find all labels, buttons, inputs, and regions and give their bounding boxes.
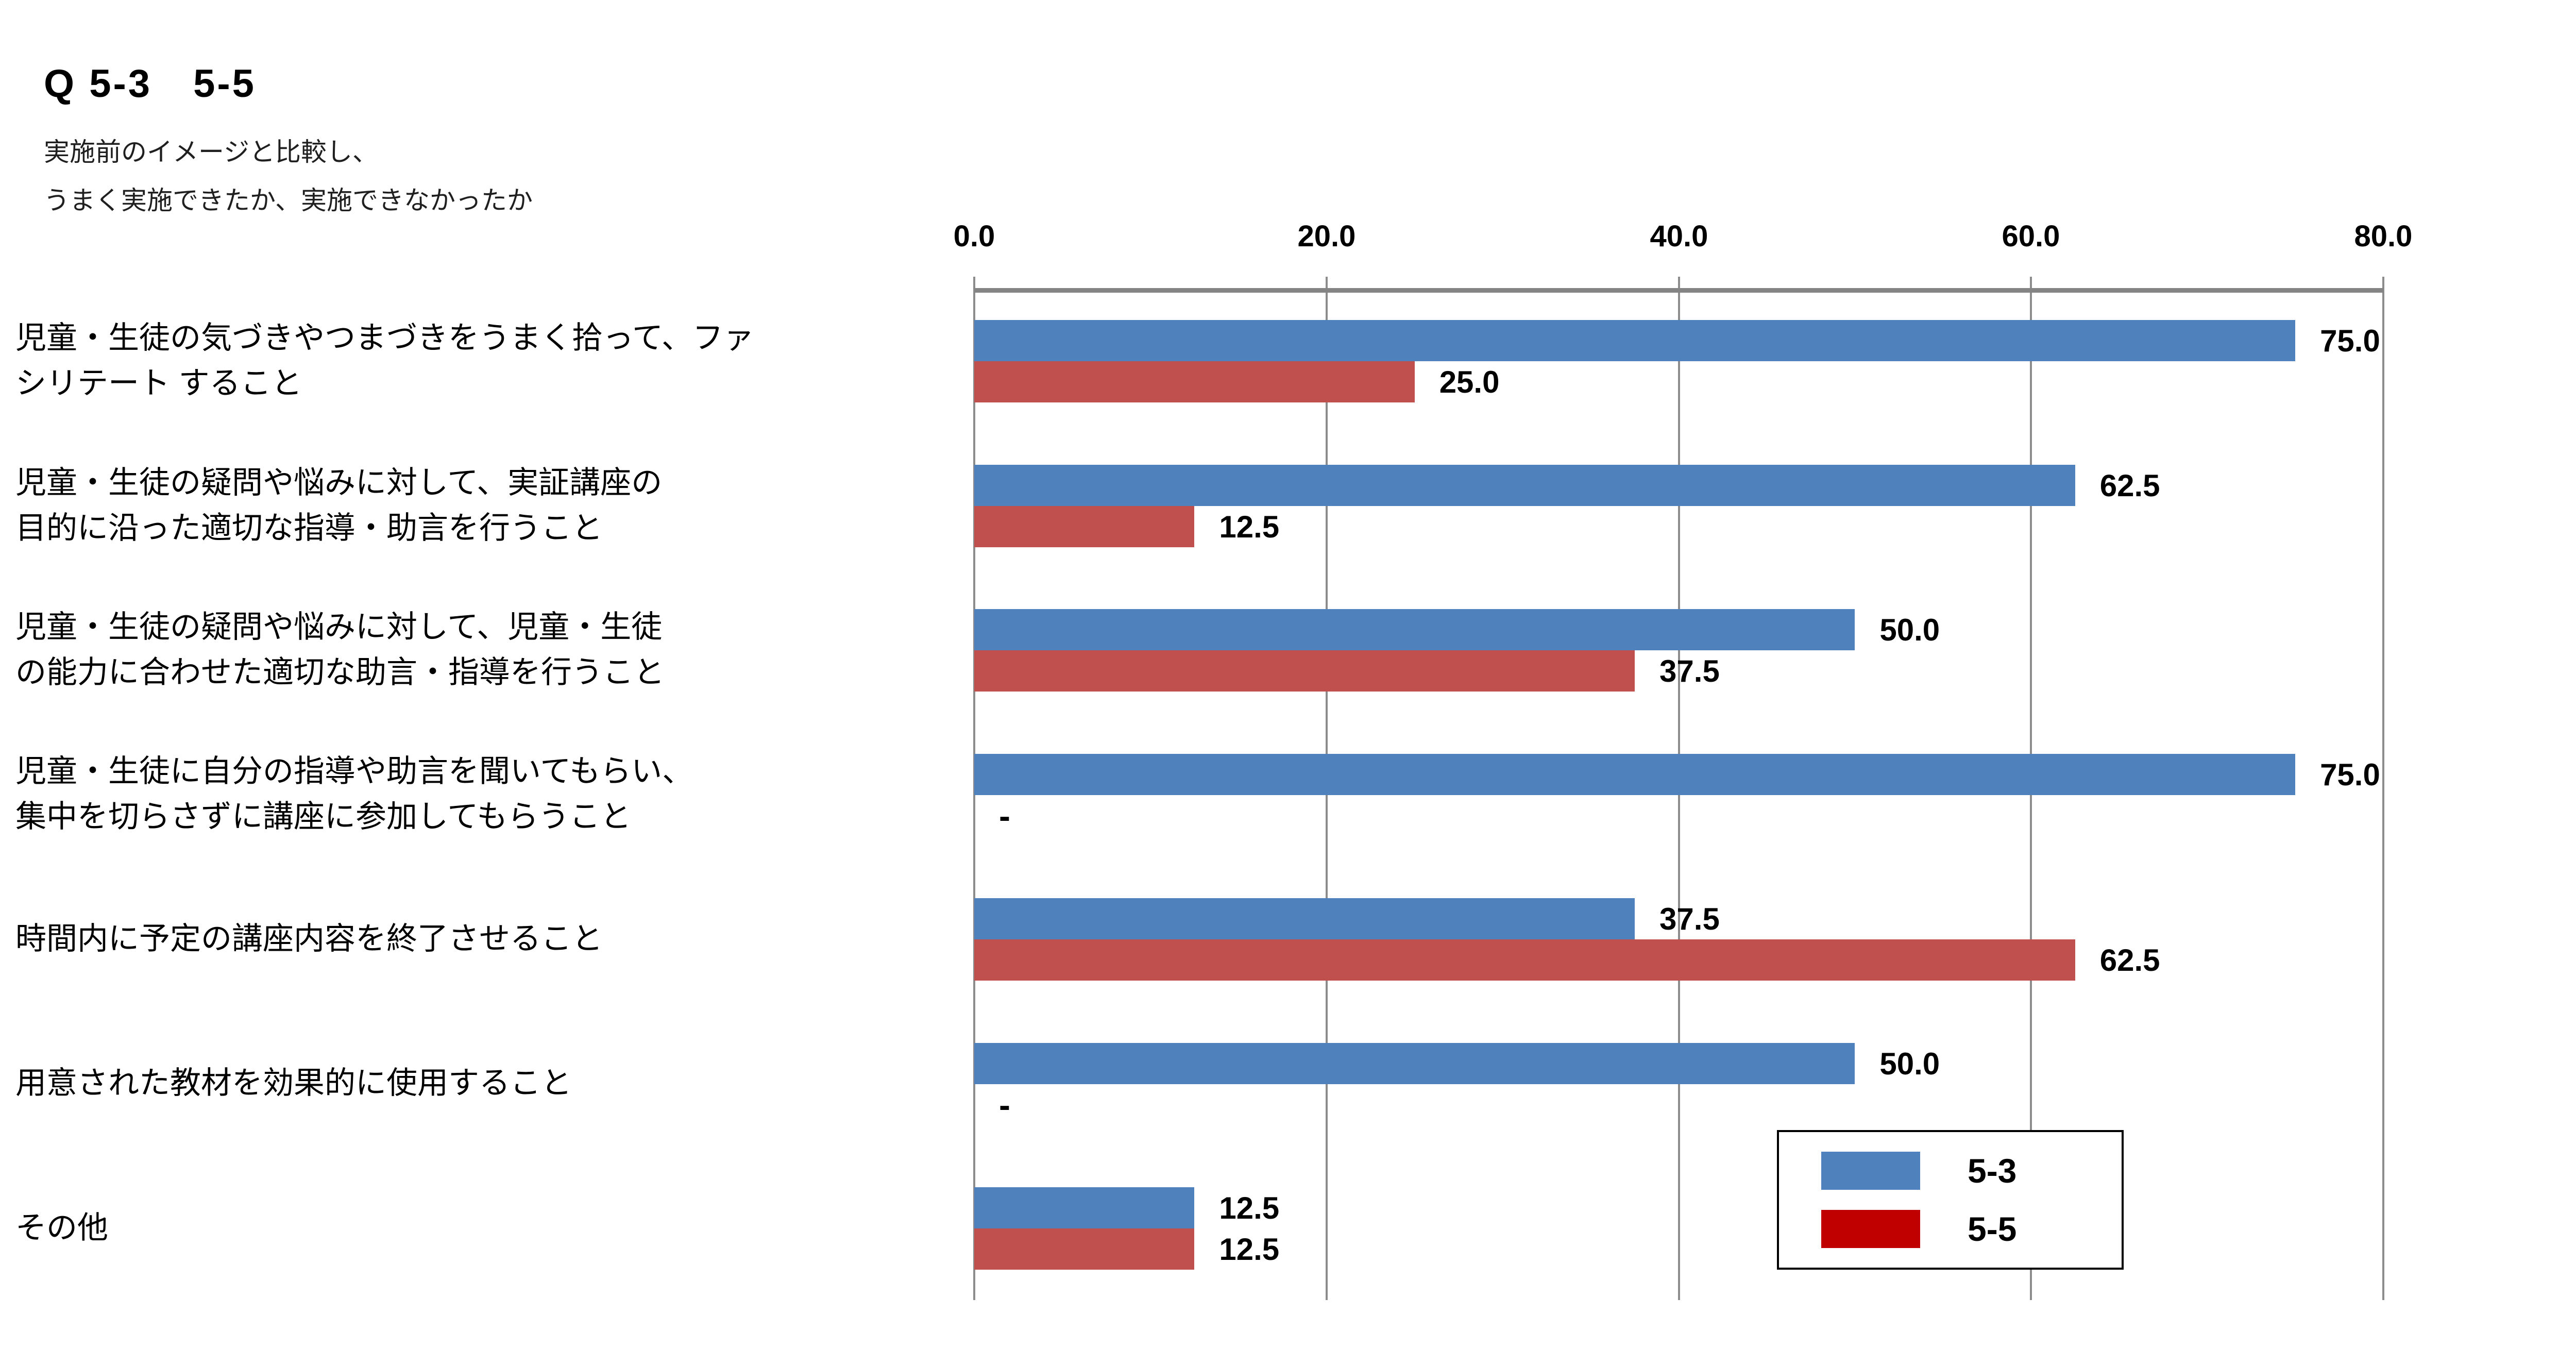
bar-5-5	[974, 506, 1195, 547]
bar-row: 37.5	[974, 650, 2383, 692]
bar-value-label: -	[999, 797, 1010, 835]
bar-value-label: 50.0	[1879, 1046, 1940, 1081]
bar-value-label: 37.5	[1659, 653, 1720, 688]
category-label: 用意された教材を効果的に使用すること	[15, 1065, 572, 1100]
legend-label: 5-3	[1968, 1152, 2017, 1190]
value-axis-line	[974, 288, 2383, 293]
bar-row: 75.0	[974, 754, 2383, 795]
bar-5-5	[974, 939, 2075, 981]
bar-value-label: 75.0	[2320, 323, 2380, 358]
bar-row: -	[974, 1084, 2383, 1125]
bar-row: 50.0	[974, 1043, 2383, 1084]
bar-chart-subtitle: 実施前のイメージと比較し、 うまく実施できたか、実施できなかったか	[44, 138, 533, 215]
x-tick-label: 60.0	[2002, 220, 2060, 253]
bar-5-5	[974, 650, 1635, 692]
bar-value-label: 75.0	[2320, 757, 2380, 792]
category-label: 児童・生徒の疑問や悩みに対して、実証講座の 目的に沿った適切な指導・助言を行うこ…	[15, 465, 663, 545]
legend-item-5-5: 5-5	[1821, 1209, 2122, 1249]
bar-5-3	[974, 1043, 1855, 1084]
bar-row: 37.5	[974, 898, 2383, 939]
bar-5-5	[974, 1228, 1195, 1270]
category-label: 児童・生徒に自分の指導や助言を聞いてもらい、 集中を切らさずに講座に参加してもら…	[15, 753, 693, 834]
legend-label: 5-5	[1968, 1210, 2017, 1248]
x-tick-label: 40.0	[1650, 220, 1708, 253]
legend-swatch-red	[1821, 1210, 1920, 1248]
bar-value-label: 62.5	[2099, 942, 2160, 978]
bar-value-label: -	[999, 1086, 1010, 1124]
legend: 5-3 5-5	[1777, 1130, 2124, 1270]
bar-5-3	[974, 1187, 1195, 1228]
bar-row: 75.0	[974, 320, 2383, 361]
bar-row: 12.5	[974, 506, 2383, 547]
bar-value-label: 62.5	[2099, 468, 2160, 503]
legend-swatch-blue	[1821, 1152, 1920, 1190]
bar-5-3	[974, 754, 2296, 795]
bar-value-label: 12.5	[1219, 1190, 1280, 1225]
category-label: その他	[15, 1210, 108, 1245]
bar-value-label: 37.5	[1659, 901, 1720, 936]
x-tick-label: 20.0	[1297, 220, 1356, 253]
bar-5-5	[974, 361, 1415, 402]
bar-value-label: 12.5	[1219, 509, 1280, 544]
gridline	[2382, 277, 2384, 1300]
bar-row: 62.5	[974, 465, 2383, 506]
bar-plot-area: 75.0 25.0 62.5 12.5 50.0 37.5 75.0 - 37.…	[973, 277, 2384, 1300]
legend-item-5-3: 5-3	[1821, 1151, 2122, 1190]
bar-row: 12.5	[974, 1187, 2383, 1228]
bar-row: 12.5	[974, 1228, 2383, 1270]
bar-value-label: 25.0	[1439, 364, 1500, 399]
bar-row: 50.0	[974, 609, 2383, 650]
category-label: 児童・生徒の気づきやつまづきをうまく拾って、ファ シリテート すること	[15, 320, 754, 400]
bar-row: 62.5	[974, 939, 2383, 981]
bar-5-3	[974, 898, 1635, 939]
bar-value-label: 12.5	[1219, 1232, 1280, 1267]
category-label: 時間内に予定の講座内容を終了させること	[15, 921, 603, 956]
bar-row: 25.0	[974, 361, 2383, 402]
bar-value-label: 50.0	[1879, 612, 1940, 647]
bar-5-3	[974, 465, 2075, 506]
bar-chart-title: Q 5-3 5-5	[44, 62, 256, 106]
x-tick-label: 80.0	[2354, 220, 2413, 253]
bar-row: -	[974, 795, 2383, 836]
category-label: 児童・生徒の疑問や悩みに対して、児童・生徒 の能力に合わせた適切な助言・指導を行…	[15, 609, 665, 689]
x-tick-label: 0.0	[953, 220, 995, 253]
bar-5-3	[974, 609, 1855, 650]
bar-5-3	[974, 320, 2296, 361]
